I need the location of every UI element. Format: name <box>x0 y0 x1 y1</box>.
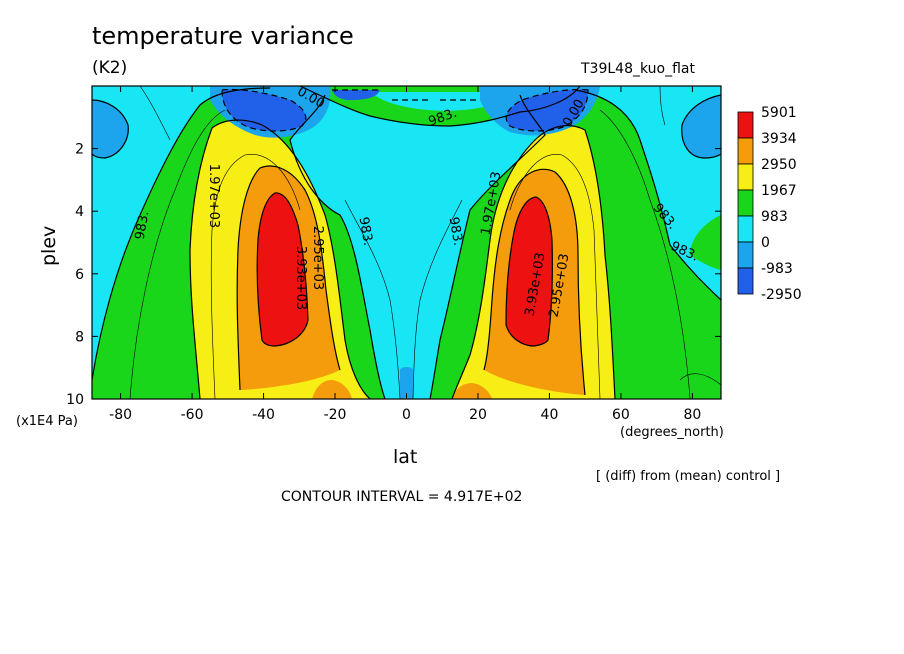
contour-north-1967 <box>451 125 616 399</box>
negative-contours <box>221 88 589 132</box>
band-equator-blue <box>400 367 413 399</box>
x-axis-ticks: -80 -60 -40 -20 0 20 40 60 80 <box>109 86 701 423</box>
legend-swatch-4 <box>737 215 754 243</box>
contour-south-983 <box>92 87 271 381</box>
thin-contour-north-a <box>599 109 691 399</box>
contour-field <box>92 86 721 399</box>
chart-title: temperature variance <box>92 22 354 50</box>
band-red-south <box>257 192 308 346</box>
legend-label-3: 1967 <box>761 183 797 199</box>
legend-swatch-2 <box>737 163 754 191</box>
y-axis-units: (x1E4 Pa) <box>16 414 78 429</box>
legend-label-1: 3934 <box>761 131 797 147</box>
thin-contour-north-corner <box>679 373 721 386</box>
contour-label-5: 983. <box>133 210 153 241</box>
band-orange-north-low <box>452 383 492 399</box>
band-orange-south-low <box>312 380 352 399</box>
legend-label-5: 0 <box>761 235 770 251</box>
contour-label-2: 1.97e+03 <box>206 164 221 228</box>
x-tick-label-2: -40 <box>252 407 275 423</box>
x-axis-units: (degrees_north) <box>620 425 724 440</box>
legend-label-2: 2950 <box>761 157 797 173</box>
contour-label-10: 983. <box>356 216 376 247</box>
thin-contour-top-south <box>139 86 171 141</box>
thin-contour-south-c <box>344 199 401 399</box>
contour-north-3934 <box>505 196 553 347</box>
y-tick-label-4: 10 <box>66 392 84 408</box>
y-tick-label-0: 2 <box>75 142 84 158</box>
x-tick-label-4: 0 <box>402 407 411 423</box>
contour-north-2950 <box>483 168 586 396</box>
run-label: T39L48_kuo_flat <box>581 61 695 77</box>
x-tick-label-6: 40 <box>541 407 559 423</box>
band-blue-south-pole <box>92 100 129 158</box>
contour-label-3: 2.95e+03 <box>310 226 325 290</box>
x-tick-label-0: -80 <box>109 407 132 423</box>
color-legend: 5901 3934 2950 1967 983 0 -983 -2950 <box>737 105 802 303</box>
contour-south-983-inner <box>289 94 386 399</box>
thin-contour-north-b <box>509 154 601 399</box>
contour-label-4: 3.93e+03 <box>293 246 308 310</box>
contour-south-3934 <box>256 192 309 347</box>
x-tick-label-8: 80 <box>683 407 701 423</box>
thin-contour-top-north <box>659 86 666 126</box>
band-deep-blue-top-center <box>332 90 380 100</box>
diff-note: [ (diff) from (mean) control ] <box>596 469 781 484</box>
contour-interval: CONTOUR INTERVAL = 4.917E+02 <box>281 489 523 505</box>
y-tick-label-2: 6 <box>75 267 84 283</box>
thin-contour-south-a <box>129 109 226 399</box>
contour-north-pole-0 <box>681 94 721 159</box>
contour-south-2950 <box>236 165 341 391</box>
thin-contour-south-b <box>210 154 301 399</box>
contour-label-11: 983. <box>446 216 466 247</box>
legend-swatch-1 <box>737 137 754 165</box>
contour-south-1967 <box>189 119 371 399</box>
neg-contour-south <box>221 88 307 132</box>
band-green-north-right <box>690 215 721 270</box>
band-deep-blue-north <box>506 89 588 132</box>
legend-label-6: -983 <box>761 261 793 277</box>
thin-contour-lines <box>129 86 721 399</box>
y-tick-label-3: 8 <box>75 329 84 345</box>
contour-top-983 <box>299 86 581 127</box>
legend-swatch-3 <box>737 189 754 217</box>
x-tick-label-5: 20 <box>469 407 487 423</box>
chart-units: (K2) <box>92 58 128 78</box>
band-red-north <box>506 197 553 346</box>
y-axis-ticks: 2 4 6 8 10 <box>66 142 721 408</box>
legend-swatch-5 <box>737 241 754 269</box>
x-tick-label-1: -60 <box>181 407 204 423</box>
contour-south-pole-0 <box>92 99 129 159</box>
neg-contour-top-center <box>332 89 478 101</box>
contour-north-983 <box>574 89 721 301</box>
y-tick-label-1: 4 <box>75 204 84 220</box>
thin-contour-north-c <box>412 199 463 399</box>
x-axis-label: lat <box>393 446 418 468</box>
x-tick-label-3: -20 <box>324 407 347 423</box>
legend-swatch-0 <box>737 111 754 139</box>
x-tick-label-7: 60 <box>612 407 630 423</box>
legend-label-0: 5901 <box>761 105 797 121</box>
legend-label-7: -2950 <box>761 287 802 303</box>
legend-label-4: 983 <box>761 209 788 225</box>
neg-contour-north <box>505 88 589 132</box>
legend-swatch-6 <box>737 267 754 295</box>
